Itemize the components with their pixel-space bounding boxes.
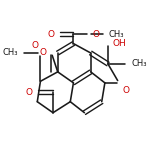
Text: O: O — [122, 86, 129, 95]
Text: O: O — [92, 30, 99, 39]
Text: O: O — [26, 88, 33, 97]
Text: CH₃: CH₃ — [132, 60, 147, 69]
Text: CH₃: CH₃ — [3, 48, 18, 57]
Text: O: O — [32, 41, 39, 50]
Text: O: O — [48, 30, 55, 39]
Text: OH: OH — [113, 39, 126, 48]
Text: O: O — [40, 48, 47, 57]
Text: CH₃: CH₃ — [108, 30, 123, 39]
